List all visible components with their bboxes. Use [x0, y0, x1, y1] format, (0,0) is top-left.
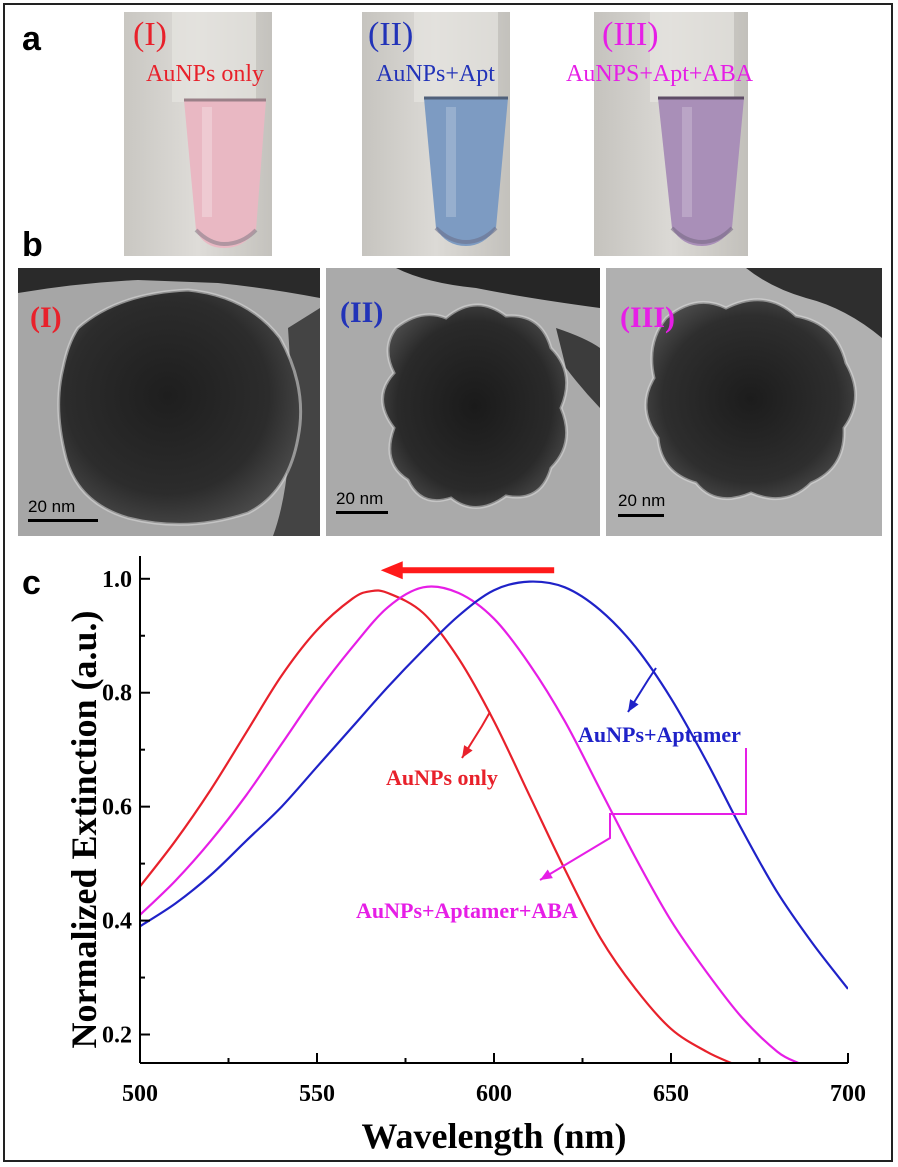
annotation-aunps: AuNPs only	[386, 765, 498, 790]
tube-photo-3	[594, 12, 748, 256]
tem-1-numeral: (I)	[30, 301, 62, 334]
tem-3-scale-label: 20 nm	[618, 491, 666, 510]
series-line-2	[140, 585, 799, 1063]
annotation-arrow-aptamer	[627, 667, 657, 713]
tem-1-scale-bar	[28, 519, 98, 522]
tube-2-caption: AuNPs+Apt	[376, 61, 495, 87]
panel-a-letter: a	[22, 20, 41, 58]
y-tick-label: 0.6	[102, 795, 132, 821]
shift-arrow-head	[380, 561, 403, 580]
annotation-arrow-aptamer-head	[628, 699, 639, 712]
annotation-aptamer: AuNPs+Aptamer	[578, 722, 741, 747]
x-tick-label: 650	[653, 1081, 689, 1107]
tube-2-numeral: (II)	[368, 16, 414, 53]
annotation-arrow-aba-head	[540, 869, 553, 880]
tube-photo-2	[362, 12, 510, 256]
x-tick-label: 700	[830, 1081, 866, 1107]
annotation-aba: AuNPs+Aptamer+ABA	[356, 898, 578, 923]
series-line-3	[140, 580, 848, 990]
tem-2-scale-bar	[336, 511, 388, 514]
y-tick-label: 0.2	[102, 1023, 132, 1049]
tem-3-numeral: (III)	[620, 301, 676, 334]
x-tick-label: 600	[476, 1081, 512, 1107]
annotation-arrow-aunps	[461, 711, 491, 759]
tem-1-scale-label: 20 nm	[28, 497, 76, 516]
y-tick-label: 1.0	[102, 567, 132, 593]
tube-3-numeral: (III)	[602, 16, 659, 53]
series-line-1	[140, 589, 732, 1063]
tube-1-numeral: (I)	[133, 16, 167, 53]
tube-3-caption: AuNPS+Apt+ABA	[566, 61, 754, 87]
x-tick-label: 500	[122, 1081, 158, 1107]
tube-1-caption: AuNPs only	[146, 61, 265, 87]
x-axis-label: Wavelength (nm)	[362, 1116, 627, 1156]
y-axis-label: Normalized Extinction (a.u.)	[64, 611, 104, 1049]
x-tick-label: 550	[299, 1081, 335, 1107]
tem-2-scale-label: 20 nm	[336, 489, 384, 508]
tem-3-scale-bar	[618, 514, 664, 517]
panel-c-letter: c	[22, 564, 41, 602]
tem-image-1	[18, 268, 320, 536]
annotation-arrow-aba	[539, 748, 747, 881]
y-tick-label: 0.4	[102, 909, 132, 935]
tem-image-2	[326, 268, 600, 536]
tube-photo-1	[124, 12, 272, 256]
panel-b-letter: b	[22, 226, 43, 264]
tem-2-numeral: (II)	[340, 296, 384, 329]
annotation-arrow-aunps-head	[462, 745, 473, 758]
y-tick-label: 0.8	[102, 681, 132, 707]
tem-image-3	[606, 268, 882, 536]
